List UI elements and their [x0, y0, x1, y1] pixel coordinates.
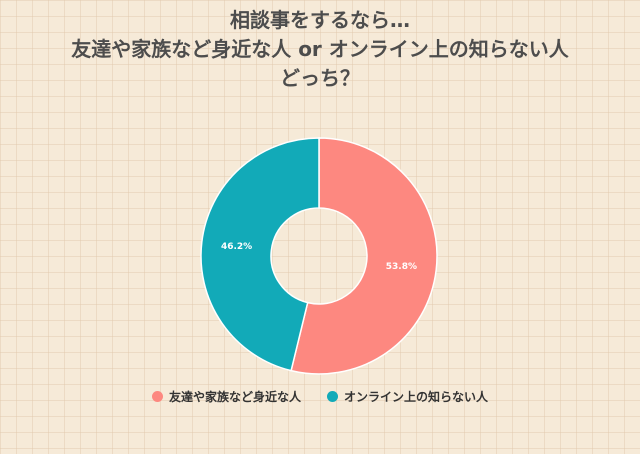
data-label-close-people: 53.8%	[386, 262, 417, 272]
legend-swatch-online-strangers	[327, 391, 338, 402]
chart-title: 相談事をするなら… 友達や家族など身近な人 or オンライン上の知らない人 どっ…	[0, 6, 640, 93]
title-line-3: どっち？	[280, 66, 360, 90]
slice-close-people[interactable]	[290, 137, 438, 375]
legend-swatch-close-people	[151, 391, 163, 402]
data-label-online-strangers: 46.2%	[221, 242, 252, 252]
legend-item-online-strangers[interactable]: オンライン上の知らない人	[327, 388, 488, 405]
slice-online-strangers[interactable]	[200, 137, 320, 372]
legend-label-online-strangers: オンライン上の知らない人	[344, 390, 489, 404]
title-line-1: 相談事をするなら…	[230, 8, 410, 32]
legend: 友達や家族など身近な人 オンライン上の知らない人	[0, 388, 640, 405]
title-line-2: 友達や家族など身近な人 or オンライン上の知らない人	[71, 37, 569, 61]
legend-item-close-people[interactable]: 友達や家族など身近な人	[151, 388, 301, 405]
legend-label-close-people: 友達や家族など身近な人	[168, 390, 301, 404]
